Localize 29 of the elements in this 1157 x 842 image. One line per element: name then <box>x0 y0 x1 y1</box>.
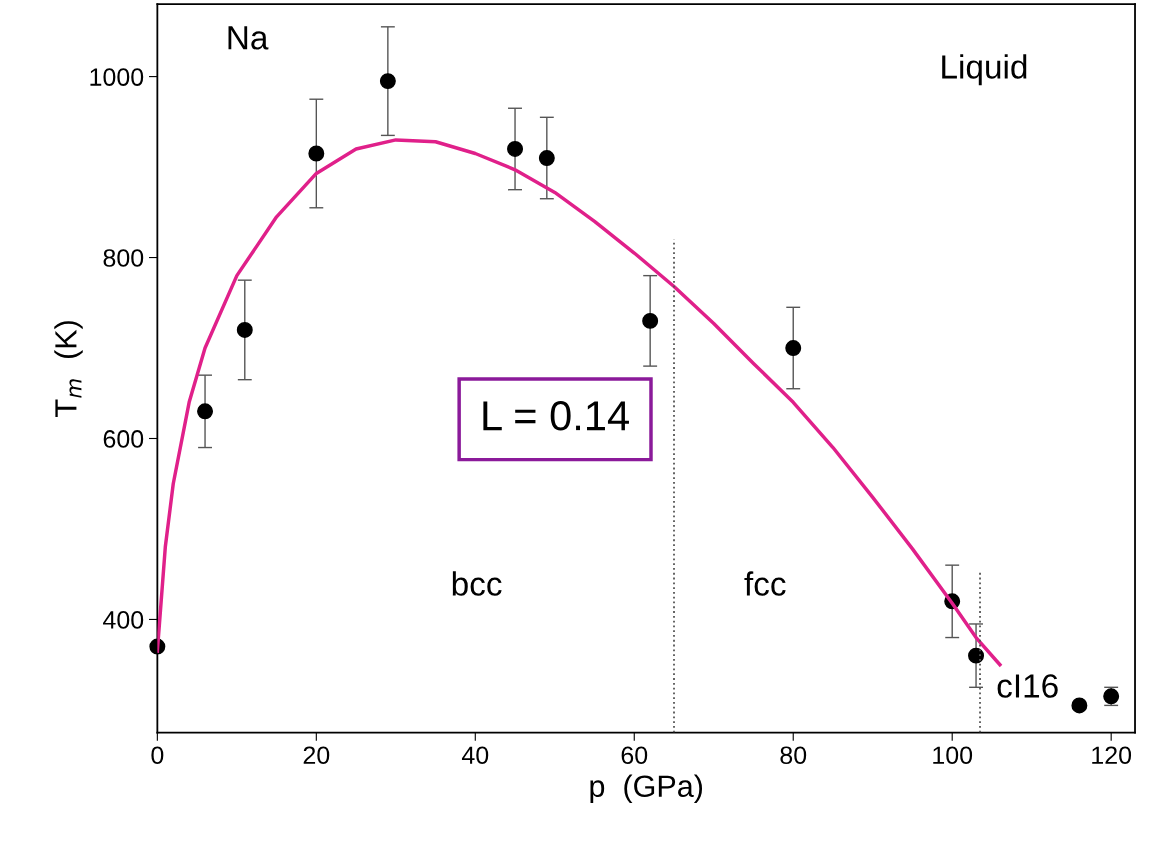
point <box>1071 697 1088 714</box>
x-axis-title: p (GPa) <box>590 774 703 804</box>
point <box>197 403 214 420</box>
point <box>507 140 524 157</box>
point <box>968 647 985 664</box>
annotation: bcc <box>452 571 502 596</box>
annotation: Liquid <box>942 54 1027 86</box>
x-tick-label: 20 <box>303 746 330 765</box>
point <box>785 340 802 356</box>
x-tick-label: 100 <box>933 746 973 765</box>
y-tick-label: 800 <box>103 249 144 267</box>
annotation: L = 0.14 <box>483 401 629 431</box>
x-tick-label: 80 <box>780 746 807 765</box>
point <box>236 321 253 338</box>
y-tick-label: 600 <box>103 430 144 448</box>
y-tick-label: 1000 <box>90 68 144 86</box>
x-tick-label: 120 <box>1092 746 1132 765</box>
x-tick-label: 60 <box>621 746 648 765</box>
x-tick-label: 0 <box>151 746 164 765</box>
point <box>379 73 396 90</box>
y-axis-title: T$_{m}$ (K) <box>54 321 83 417</box>
point <box>538 150 555 166</box>
point <box>308 145 325 162</box>
annotation: fcc <box>744 571 786 596</box>
x-tick-label: 40 <box>461 746 489 765</box>
y-tick-label: 400 <box>103 611 144 629</box>
annotation: cI16 <box>997 674 1058 698</box>
point <box>642 312 659 329</box>
annotation: Na <box>228 26 269 50</box>
